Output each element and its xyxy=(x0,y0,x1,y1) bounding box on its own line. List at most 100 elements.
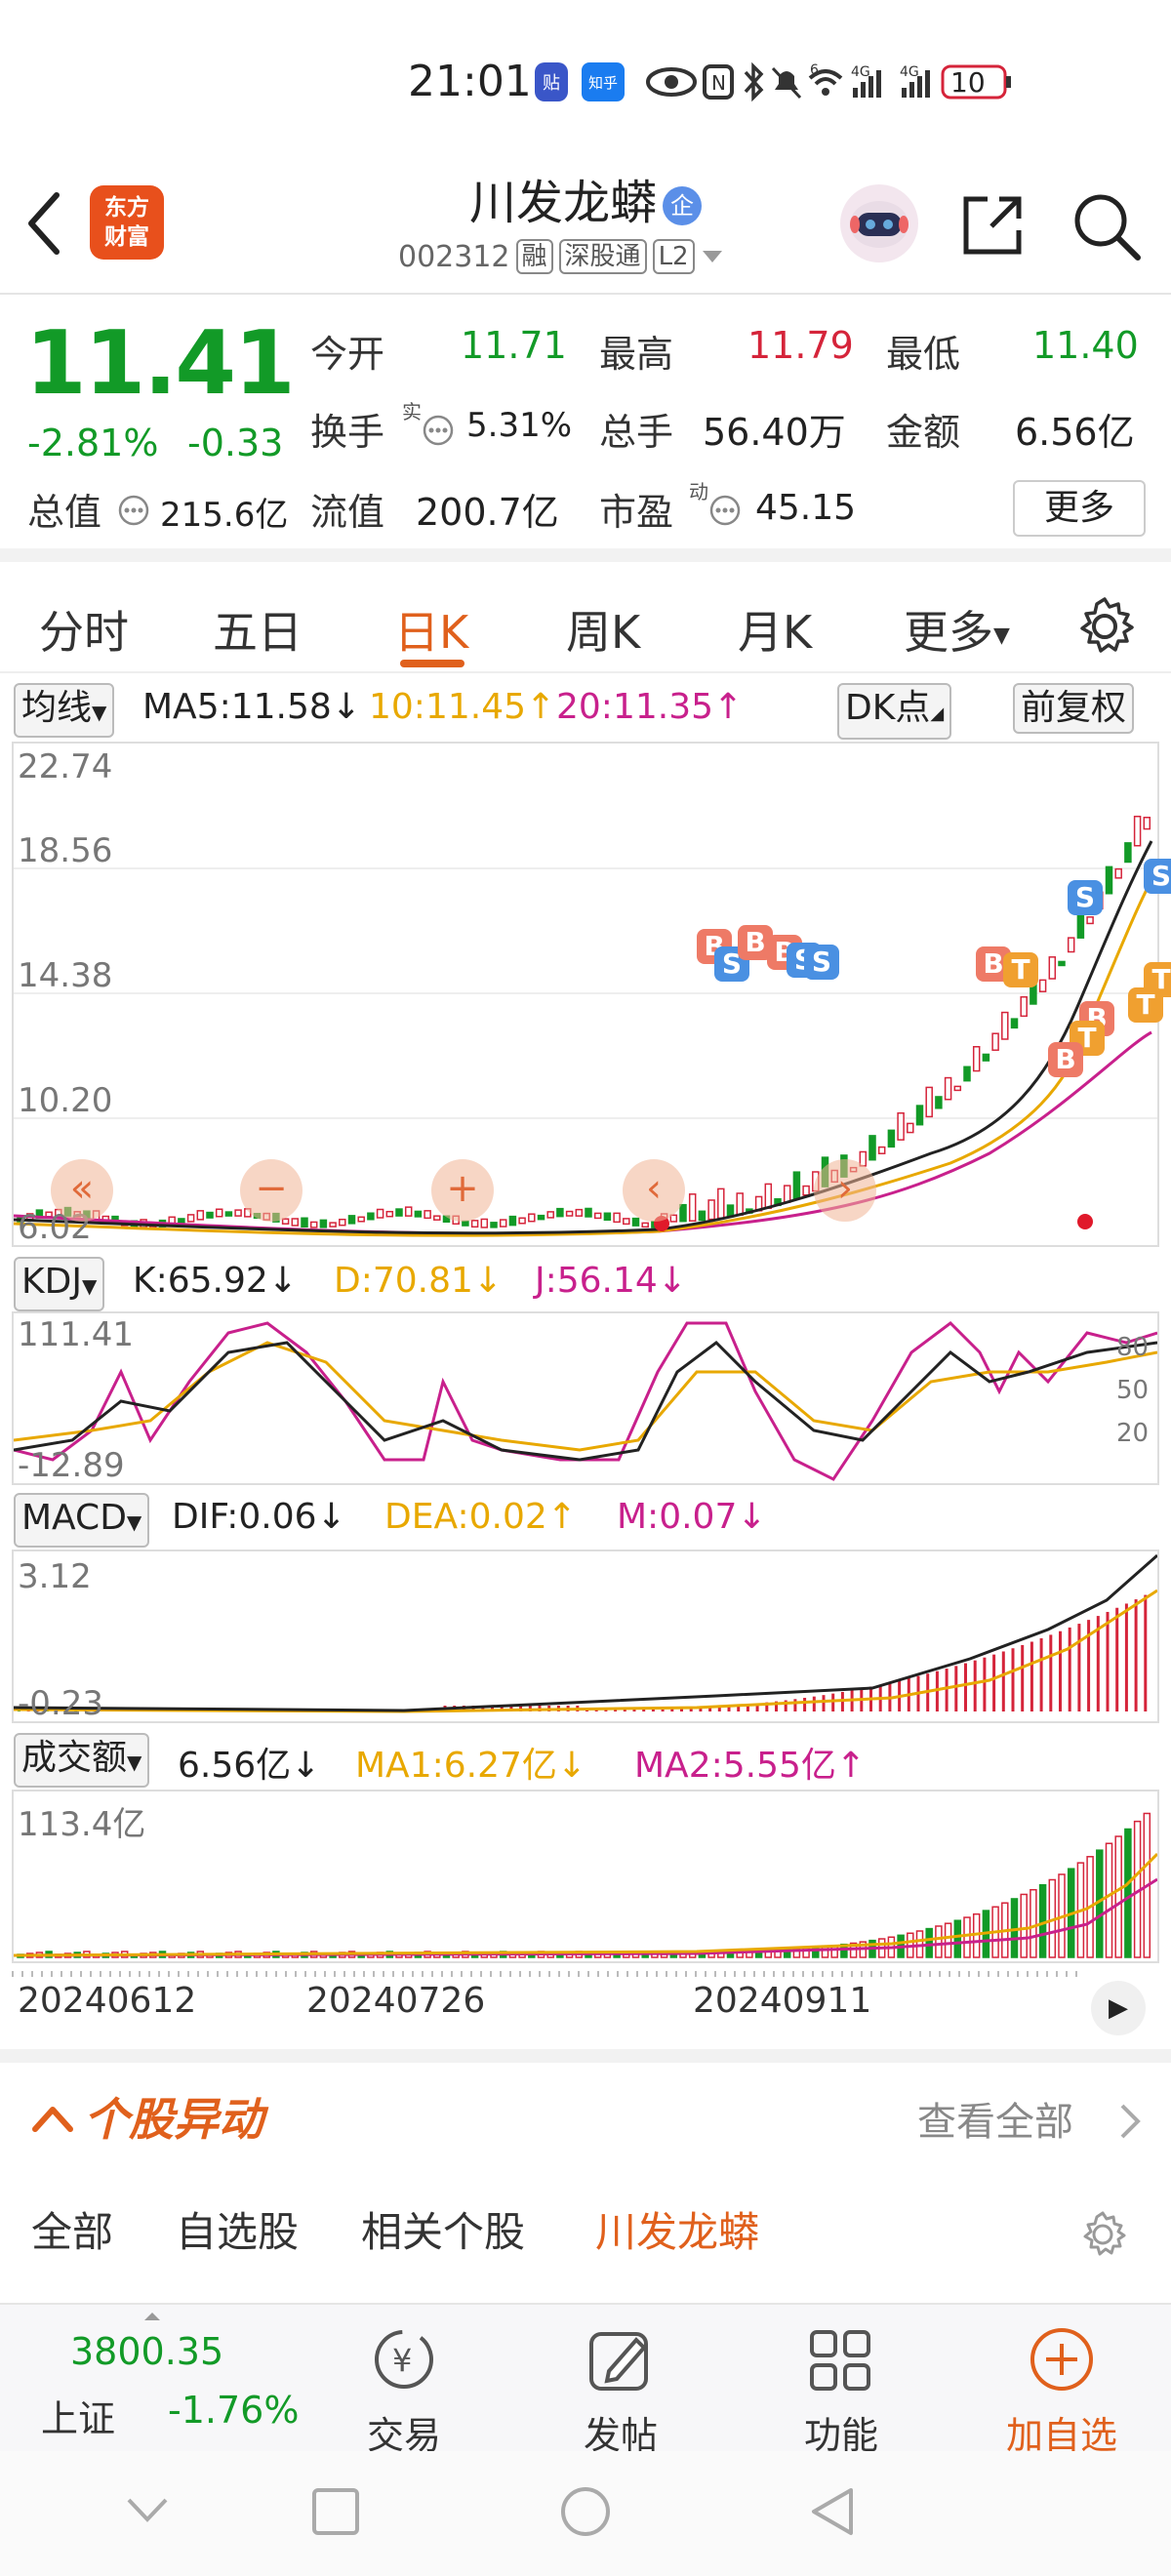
trade-marker[interactable]: T xyxy=(1128,987,1163,1023)
trade-marker[interactable]: T xyxy=(1144,962,1171,997)
trade-marker[interactable]: T xyxy=(1003,952,1038,987)
back-arrow-icon[interactable] xyxy=(21,189,64,258)
tab-intraday[interactable]: 分时 xyxy=(39,606,129,659)
kdj-selector[interactable]: KDJ▼ xyxy=(14,1257,105,1311)
candle xyxy=(518,1217,526,1225)
scroll-right-button[interactable]: › xyxy=(814,1159,876,1222)
stock-alert-section[interactable]: 个股异动 查看全部 xyxy=(0,2049,1171,2166)
caret-down-icon: ▼ xyxy=(127,1751,142,1774)
macd-bar xyxy=(481,1706,485,1711)
volume-bar xyxy=(1105,1842,1113,1958)
enterprise-badge: 企 xyxy=(663,186,702,225)
trade-marker[interactable]: B xyxy=(1048,1042,1083,1077)
candle xyxy=(480,1218,489,1228)
scroll-left-button[interactable]: ‹ xyxy=(623,1159,685,1222)
macd-bar xyxy=(831,1693,835,1711)
macd-bar xyxy=(1077,1624,1081,1711)
candle xyxy=(234,1209,242,1217)
info-dots-icon[interactable] xyxy=(117,494,150,527)
kdj-chart[interactable]: 111.41 -12.89 80 50 20 xyxy=(12,1311,1159,1485)
post-label: 发帖 xyxy=(583,2414,658,2457)
filter-tab-related[interactable]: 相关个股 xyxy=(361,2208,526,2256)
candle xyxy=(1086,916,1094,925)
trade-marker[interactable]: S xyxy=(1144,859,1171,894)
volume-value: 6.56亿↓ xyxy=(178,1746,321,1786)
candle xyxy=(972,1046,981,1072)
kline-chart[interactable]: 22.74 18.56 14.38 10.20 6.02 BSBBSSBTSST… xyxy=(12,742,1171,1247)
tab-more[interactable]: 更多▼ xyxy=(904,597,1010,662)
info-dots-icon[interactable] xyxy=(422,414,455,447)
search-icon[interactable] xyxy=(1070,189,1144,263)
functions-button[interactable]: 功能 xyxy=(763,2324,919,2459)
macd-bar xyxy=(680,1707,683,1711)
candle xyxy=(907,1122,914,1134)
candle xyxy=(206,1211,214,1219)
macd-selector[interactable]: MACD▼ xyxy=(14,1493,150,1548)
alert-title: 个股异动 xyxy=(84,2093,263,2146)
candle xyxy=(915,1105,924,1126)
adjust-button[interactable]: 前复权 xyxy=(1013,683,1135,734)
signal-dot xyxy=(1077,1214,1093,1229)
play-arrow-icon[interactable]: ▶ xyxy=(1091,1981,1146,2035)
volume-bar xyxy=(1114,1835,1122,1958)
kline-axis-2: 18.56 xyxy=(18,831,113,870)
index-name: 上证 xyxy=(41,2397,116,2440)
trade-marker[interactable]: S xyxy=(1068,880,1103,915)
settings-gear-icon[interactable] xyxy=(1073,595,1136,658)
macd-chart[interactable]: 3.12 -0.23 xyxy=(12,1550,1159,1723)
tab-monthly-k[interactable]: 月K xyxy=(738,606,813,659)
nav-down-icon[interactable] xyxy=(123,2490,172,2529)
settings-gear-icon[interactable] xyxy=(1077,2209,1128,2260)
tab-weekly-k[interactable]: 周K xyxy=(566,606,641,659)
candle xyxy=(196,1210,205,1221)
kdj-indicator-bar: KDJ▼ K:65.92↓ D:70.81↓ J:56.14↓ xyxy=(0,1253,1171,1311)
eastmoney-logo[interactable]: 东方 财富 xyxy=(90,185,164,260)
candle xyxy=(556,1207,564,1218)
robot-assistant-icon[interactable] xyxy=(835,180,923,267)
candle xyxy=(679,1203,687,1223)
kdj-level-20: 20 xyxy=(1116,1419,1150,1448)
volume-svg xyxy=(14,1812,1157,1958)
macd-bar xyxy=(491,1706,494,1711)
svg-text:¥: ¥ xyxy=(392,2342,412,2379)
nav-back-icon[interactable] xyxy=(806,2484,861,2539)
volume-selector[interactable]: 成交额▼ xyxy=(14,1733,150,1788)
svg-text:N: N xyxy=(711,71,726,95)
add-watchlist-button[interactable]: 加自选 xyxy=(984,2324,1140,2459)
info-dots-icon[interactable] xyxy=(708,494,742,527)
macd-bar xyxy=(964,1663,967,1711)
trade-marker[interactable]: S xyxy=(804,945,839,980)
trade-button[interactable]: ¥ 交易 xyxy=(326,2324,482,2459)
status-time: 21:01 xyxy=(408,57,532,106)
ma-selector[interactable]: 均线▼ xyxy=(14,683,115,738)
tab-daily-k[interactable]: 日K xyxy=(394,606,469,659)
candle xyxy=(935,1096,943,1109)
candle xyxy=(717,1187,725,1220)
kdj-j-value: J:56.14↓ xyxy=(535,1261,687,1301)
ma20-line xyxy=(14,1030,1152,1235)
view-all-link[interactable]: 查看全部 xyxy=(917,2100,1073,2145)
system-nav-bar xyxy=(0,2451,1171,2576)
turnover-value: 5.31% xyxy=(466,406,573,445)
filter-tab-watchlist[interactable]: 自选股 xyxy=(176,2208,300,2256)
candle xyxy=(669,1214,678,1223)
macd-bar xyxy=(509,1706,513,1711)
candle xyxy=(963,1066,971,1082)
post-button[interactable]: 发帖 xyxy=(543,2324,699,2459)
nav-home-icon[interactable] xyxy=(558,2484,613,2539)
index-ticker[interactable]: 3800.35 上证 -1.76% xyxy=(0,2305,322,2451)
tab-five-day[interactable]: 五日 xyxy=(213,606,303,659)
more-button[interactable]: 更多 xyxy=(1013,480,1146,537)
scroll-left-far-button[interactable]: « xyxy=(51,1159,113,1222)
zoom-out-button[interactable]: − xyxy=(240,1159,303,1222)
stock-code-row[interactable]: 002312 融 深股通 L2 xyxy=(398,239,724,274)
nav-recents-icon[interactable] xyxy=(308,2484,363,2539)
dk-point-button[interactable]: DK点◢ xyxy=(837,683,952,740)
filter-tab-all[interactable]: 全部 xyxy=(31,2208,114,2256)
volume-chart[interactable]: 113.4亿 xyxy=(12,1790,1159,1963)
share-icon[interactable] xyxy=(958,191,1027,260)
macd-bar xyxy=(992,1654,996,1711)
filter-tab-stock[interactable]: 川发龙蟒 xyxy=(595,2208,760,2256)
zoom-in-button[interactable]: + xyxy=(431,1159,494,1222)
date-label-1: 20240612 xyxy=(18,1981,197,2021)
